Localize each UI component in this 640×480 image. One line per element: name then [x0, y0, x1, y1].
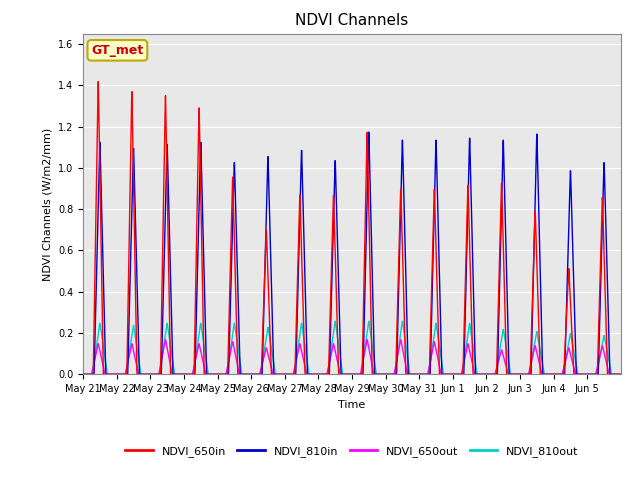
Text: GT_met: GT_met — [92, 44, 143, 57]
NDVI_650out — [468, 360, 476, 366]
NDVI_810out — [332, 318, 339, 324]
NDVI_810in — [468, 239, 476, 244]
NDVI_650out — [502, 365, 510, 371]
NDVI_650in — [421, 372, 429, 377]
NDVI_650in — [535, 325, 543, 331]
NDVI_650in — [95, 79, 102, 84]
NDVI_810out — [611, 372, 619, 377]
NDVI_650in — [468, 343, 476, 349]
NDVI_810out — [535, 339, 543, 345]
NDVI_810out — [189, 371, 197, 377]
NDVI_810in — [611, 372, 619, 377]
NDVI_650out — [611, 372, 619, 377]
NDVI_810out — [502, 346, 510, 352]
NDVI_810out — [468, 338, 476, 344]
NDVI_810out — [617, 372, 625, 377]
Title: NDVI Channels: NDVI Channels — [296, 13, 408, 28]
NDVI_810in — [189, 372, 197, 377]
NDVI_810in — [365, 129, 372, 135]
NDVI_810in — [502, 267, 510, 273]
Line: NDVI_810out: NDVI_810out — [83, 321, 621, 374]
NDVI_650in — [611, 372, 619, 377]
NDVI_810in — [617, 372, 625, 377]
NDVI_650out — [162, 337, 170, 343]
Line: NDVI_650in: NDVI_650in — [83, 82, 621, 374]
NDVI_650in — [189, 372, 197, 377]
NDVI_650in — [79, 372, 87, 377]
Legend: NDVI_650in, NDVI_810in, NDVI_650out, NDVI_810out: NDVI_650in, NDVI_810in, NDVI_650out, NDV… — [121, 441, 583, 461]
X-axis label: Time: Time — [339, 400, 365, 409]
Line: NDVI_810in: NDVI_810in — [83, 132, 621, 374]
NDVI_810in — [79, 372, 87, 377]
NDVI_810out — [79, 372, 87, 377]
NDVI_650out — [421, 372, 429, 377]
NDVI_650in — [502, 369, 510, 375]
NDVI_650out — [189, 367, 197, 372]
NDVI_650out — [535, 358, 543, 364]
NDVI_810in — [421, 372, 429, 377]
NDVI_650out — [617, 372, 625, 377]
NDVI_650in — [617, 372, 625, 377]
NDVI_810in — [535, 208, 543, 214]
NDVI_650out — [79, 372, 87, 377]
Y-axis label: NDVI Channels (W/m2/mm): NDVI Channels (W/m2/mm) — [42, 127, 52, 281]
Line: NDVI_650out: NDVI_650out — [83, 340, 621, 374]
NDVI_810out — [421, 372, 429, 377]
